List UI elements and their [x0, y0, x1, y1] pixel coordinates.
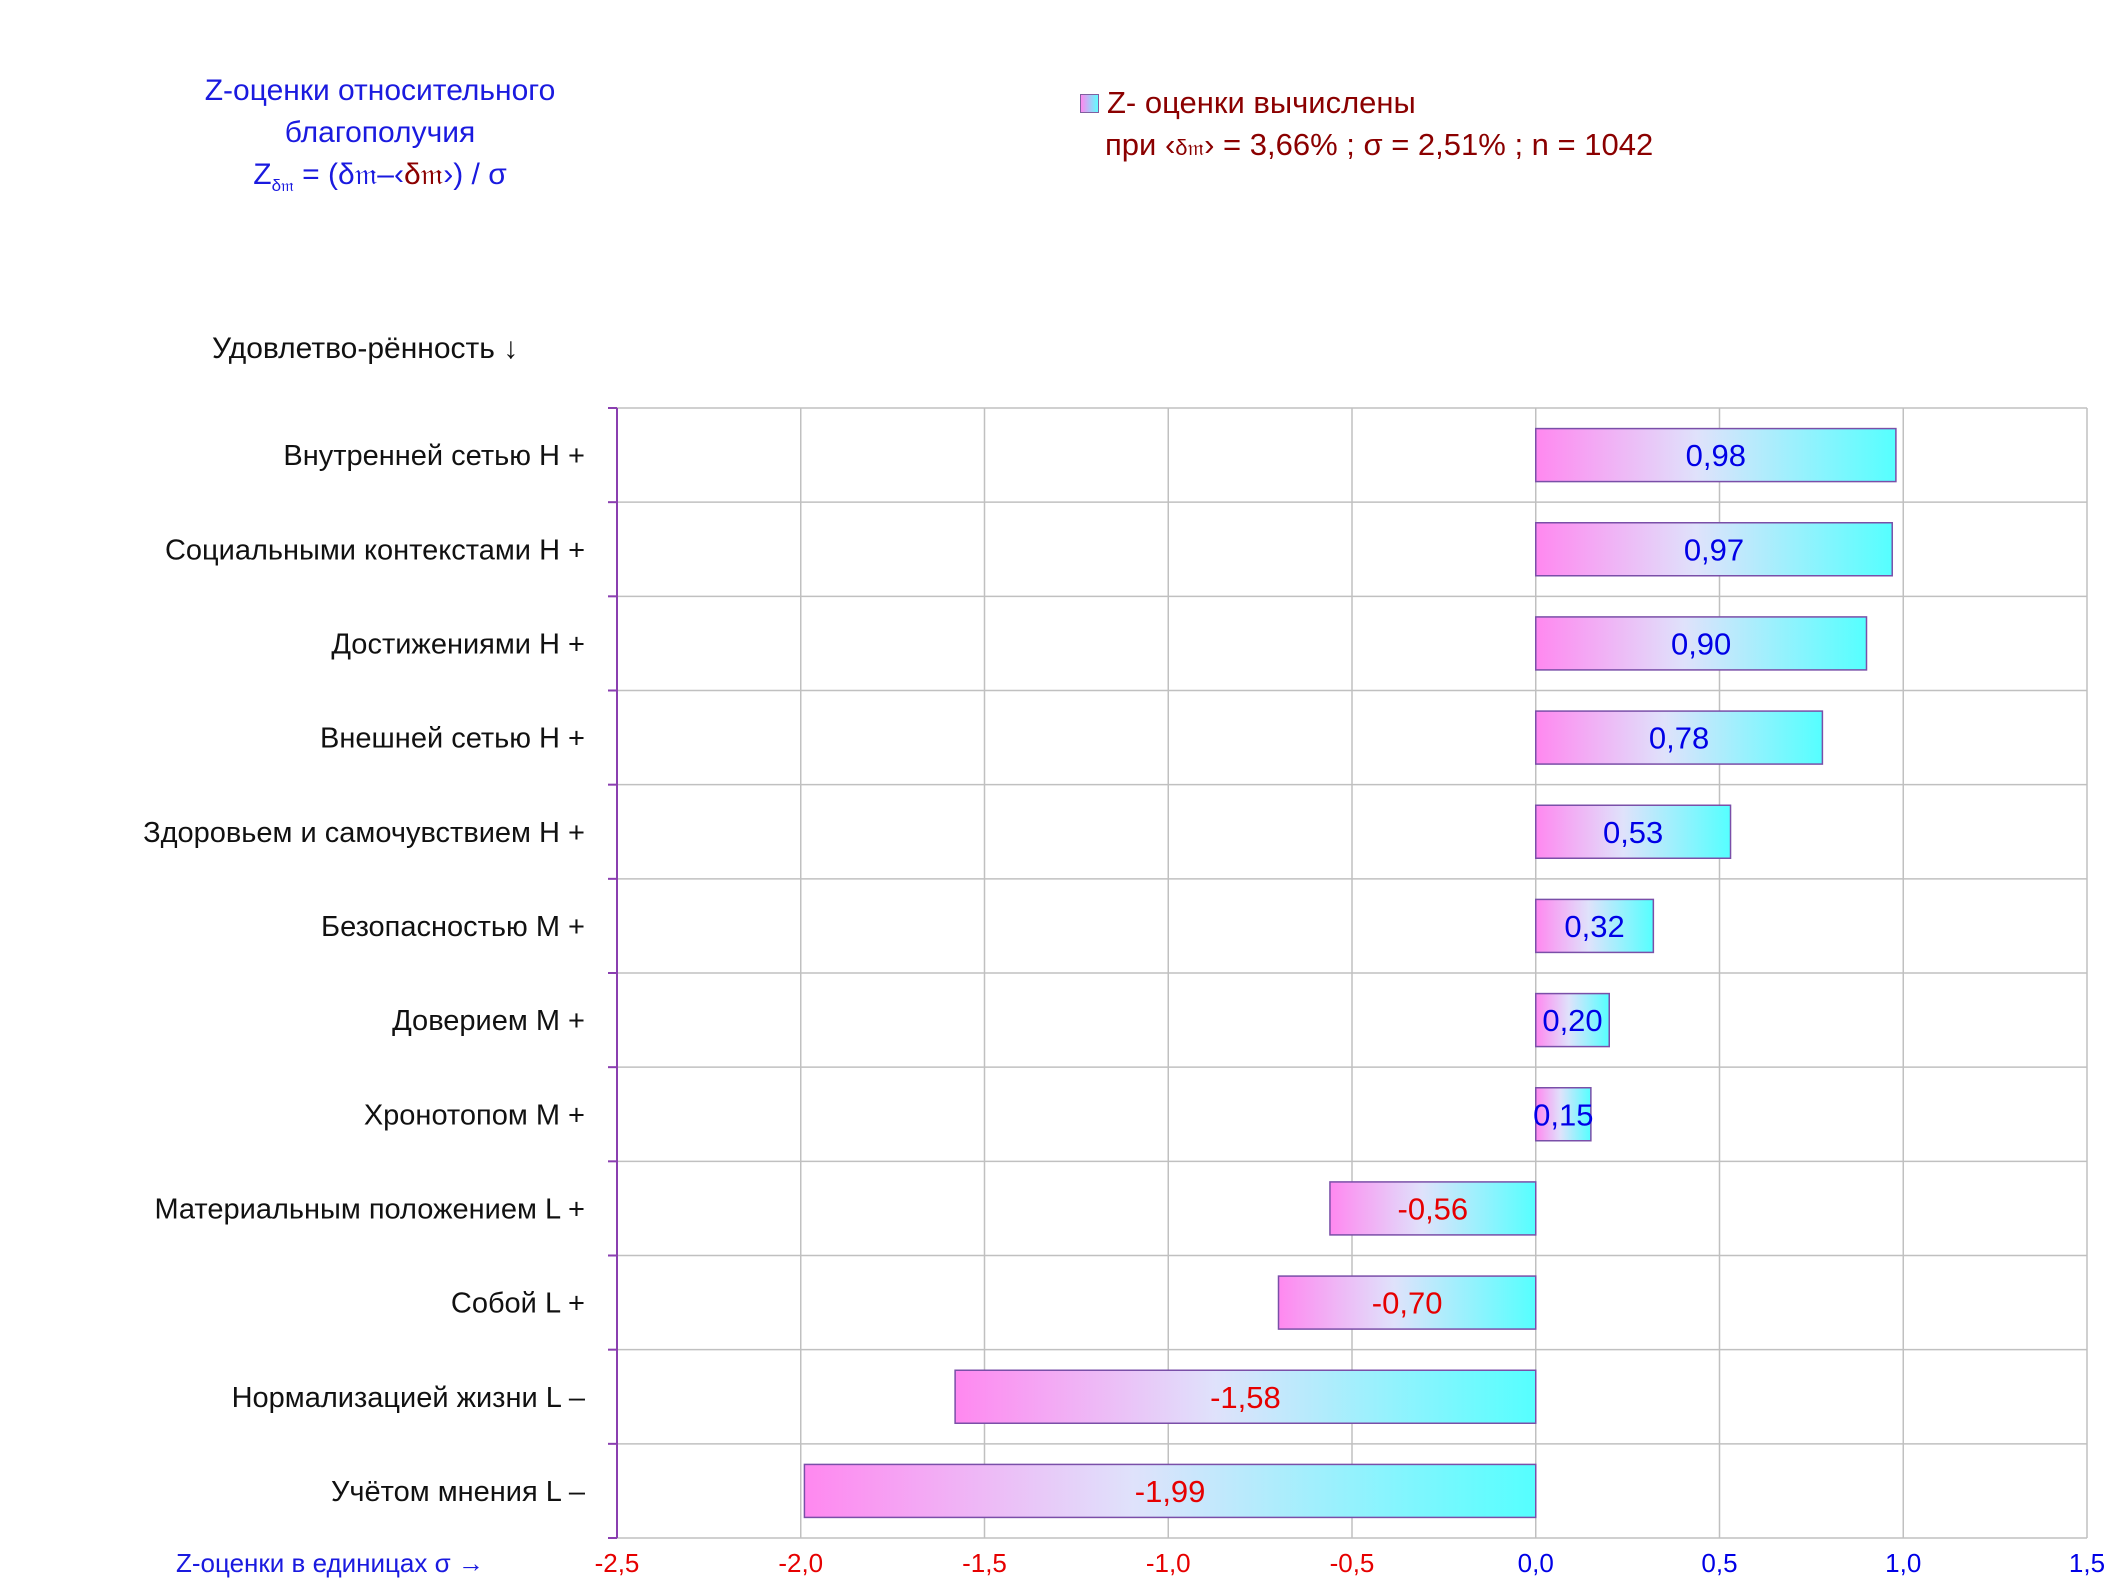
chart-legend: Z- оценки вычислены при ‹δ𝔪› = 3,66% ; σ…	[1080, 82, 1653, 169]
bar	[1329, 1181, 1537, 1236]
labels: -2,5 -2,0 -1,5 -1,0 -0,5 0,0 0,5 1,0 1,5 0,98 Внут…	[143, 438, 2105, 1578]
chart-title-line2: благополучия	[284, 116, 476, 149]
bar	[1535, 522, 1893, 577]
category-label: Учётом мнения L –	[331, 1476, 586, 1508]
legend-params-prefix: при ‹	[1105, 127, 1176, 162]
legend-label: Z- оценки вычислены	[1107, 85, 1416, 120]
category-label: Доверием M +	[392, 1005, 585, 1037]
bar-value-label: 0,97	[1684, 532, 1744, 567]
legend-params-symbol: δ𝔪	[1175, 135, 1205, 160]
bar-value-label: 0,15	[1533, 1097, 1593, 1132]
chart-title: Z-оценки относительного благополучия Zδ𝔪…	[150, 70, 610, 207]
x-tick-label: -1,0	[1146, 1548, 1191, 1578]
chart-title-formula: Zδ𝔪 = (δ𝔪–‹δ𝔪›) / σ	[150, 154, 610, 207]
grid-lines	[608, 407, 2088, 1539]
legend-swatch	[1080, 93, 1099, 113]
bar	[1535, 804, 1732, 859]
bar	[1535, 427, 1897, 483]
bar-value-label: 0,78	[1649, 721, 1709, 756]
category-label: Безопасностью M +	[321, 911, 585, 943]
bar	[1535, 898, 1655, 954]
bar	[803, 1463, 1537, 1519]
bar-value-label: 0,53	[1603, 815, 1663, 850]
bar	[1535, 1087, 1592, 1142]
bar	[1277, 1275, 1537, 1330]
bar	[1535, 616, 1868, 671]
bar-value-label: -0,70	[1372, 1286, 1443, 1321]
bars	[803, 427, 1897, 1519]
x-tick-label: 0,5	[1701, 1548, 1737, 1578]
formula-subscript: δ𝔪	[271, 176, 294, 195]
category-label: Внешней сетью H +	[320, 723, 585, 755]
bar	[1535, 710, 1824, 765]
formula-z: Z	[253, 158, 272, 191]
bar-value-label: 0,90	[1671, 626, 1731, 661]
bar-value-label: -1,99	[1135, 1474, 1206, 1509]
category-label: Достижениями H +	[331, 628, 585, 660]
bar-value-label: 0,20	[1542, 1003, 1602, 1038]
category-label: Материальным положением L +	[154, 1193, 585, 1225]
bar	[954, 1369, 1537, 1424]
formula-mean: δ𝔪	[403, 158, 444, 191]
bar-value-label: -1,58	[1210, 1380, 1281, 1415]
x-tick-label: 1,0	[1885, 1548, 1921, 1578]
x-tick-label: 1,5	[2069, 1548, 2105, 1578]
category-label: Социальными контекстами H +	[165, 534, 585, 566]
category-label: Собой L +	[451, 1288, 585, 1320]
x-tick-label: -2,5	[595, 1548, 640, 1578]
bar-value-label: -0,56	[1398, 1191, 1469, 1226]
legend-parameters: при ‹δ𝔪› = 3,66% ; σ = 2,51% ; n = 1042	[1080, 124, 1653, 169]
bar-value-label: 0,32	[1564, 909, 1624, 944]
category-label: Здоровьем и самочувствием H +	[143, 817, 585, 849]
x-tick-label: -2,0	[778, 1548, 823, 1578]
y-axis-title: Удовлетво-рённость ↓	[212, 332, 519, 365]
x-axis-caption: Z-оценки в единицах σ →	[176, 1548, 484, 1578]
bar-value-label: 0,98	[1686, 438, 1746, 473]
formula-middle: = (δ𝔪–‹	[293, 158, 404, 191]
category-label: Хронотопом M +	[364, 1099, 585, 1131]
category-label: Внутренней сетью H +	[283, 440, 585, 472]
chart-title-line1: Z-оценки относительного	[204, 74, 556, 107]
category-label: Нормализацией жизни L –	[232, 1382, 586, 1414]
bar	[1535, 992, 1610, 1048]
x-tick-label: 0,0	[1518, 1548, 1554, 1578]
formula-end: ›) / σ	[443, 158, 507, 191]
legend-params-rest: › = 3,66% ; σ = 2,51% ; n = 1042	[1204, 127, 1654, 162]
x-tick-label: -1,5	[962, 1548, 1007, 1578]
x-tick-label: -0,5	[1330, 1548, 1375, 1578]
